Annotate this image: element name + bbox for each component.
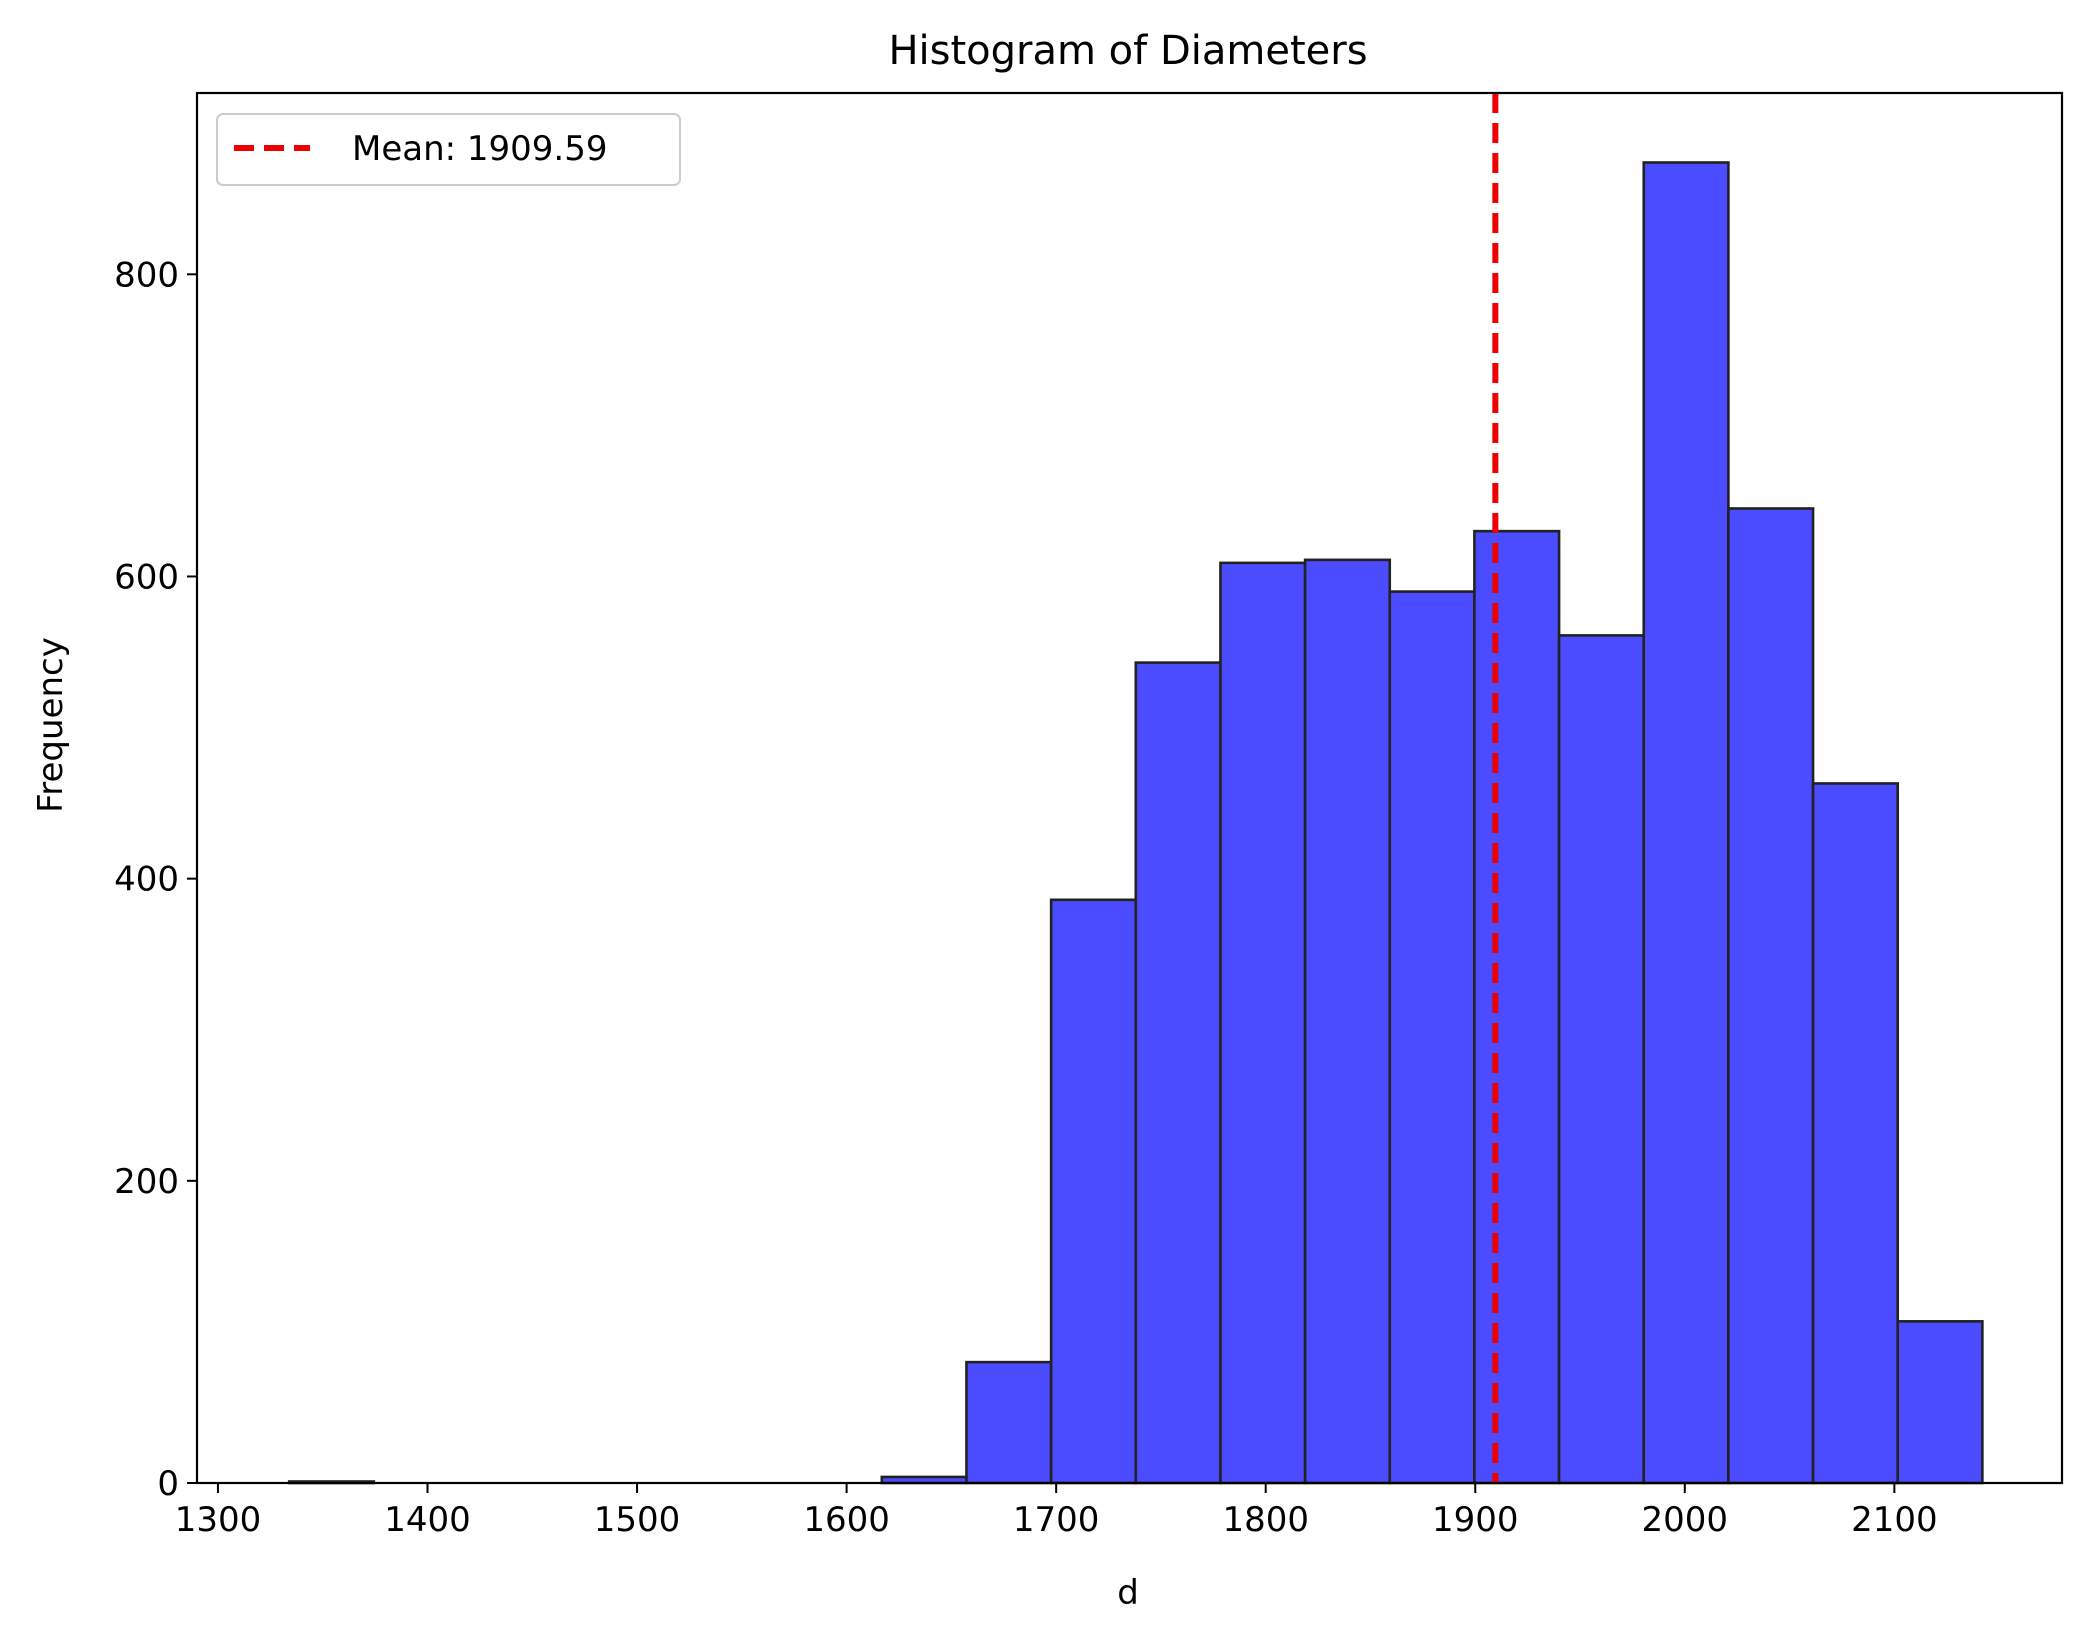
x-tick-label: 1500 [594,1500,681,1540]
histogram-bar [1473,529,1561,1485]
x-axis-label: d [1117,1573,1139,1613]
x-tick-label: 1800 [1222,1500,1309,1540]
chart-title: Histogram of Diameters [888,28,1367,74]
y-tick-label: 0 [157,1464,179,1504]
x-tick-label: 1700 [1013,1500,1100,1540]
y-tick-label: 400 [114,860,179,900]
x-tick-label: 2000 [1642,1500,1729,1540]
histogram-bar [965,1360,1053,1485]
histogram-bar [1896,1320,1984,1485]
y-tick-label: 600 [114,557,179,597]
x-tick-label: 1600 [803,1500,890,1540]
histogram-bar [1134,661,1222,1485]
histogram-bar [1811,782,1900,1485]
y-axis-ticks: 0 200 400 600 800 [114,255,197,1504]
histogram-bar [1219,561,1307,1485]
y-tick-label: 800 [114,255,179,295]
histogram-bar [1303,558,1392,1485]
histogram-bar [1388,590,1476,1485]
histogram-bar [1049,898,1138,1485]
histogram-bar [1557,634,1646,1485]
y-axis-label: Frequency [31,637,71,813]
legend: Mean: 1909.59 [216,113,681,186]
x-tick-label: 1900 [1432,1500,1519,1540]
y-tick-label: 200 [114,1162,179,1202]
x-tick-label: 1400 [384,1500,471,1540]
x-tick-label: 1300 [175,1500,262,1540]
histogram-bar [1642,161,1730,1485]
legend-entry-mean: Mean: 1909.59 [352,129,608,169]
x-tick-label: 2100 [1851,1500,1938,1540]
histogram-bar [1727,507,1815,1485]
bars-layer [287,161,1984,1485]
x-axis-ticks: 1300 1400 1500 1600 1700 1800 1900 2000 2100 [175,1483,1938,1540]
legend-box [216,113,681,186]
plot-area-frame [195,91,2064,1485]
